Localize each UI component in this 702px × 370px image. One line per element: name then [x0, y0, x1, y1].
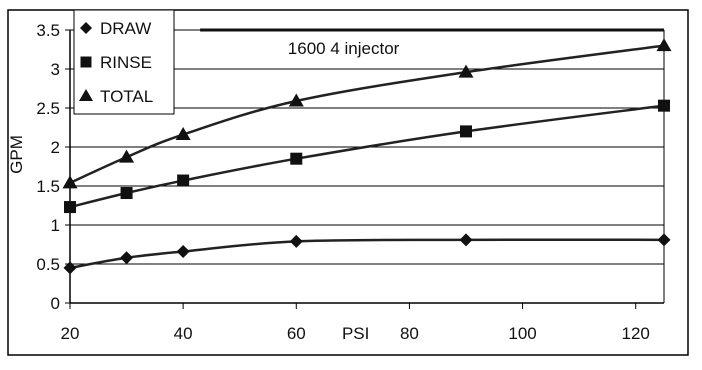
y-tick-label: 0 [51, 294, 60, 313]
legend-label-rinse: RINSE [100, 53, 152, 72]
data-point-total [119, 149, 135, 163]
data-point-rinse [658, 99, 670, 112]
data-point-total [656, 38, 672, 52]
legend-items: DRAW RINSE TOTAL [79, 19, 153, 106]
x-tick-label: 60 [287, 324, 306, 343]
data-point-draw [289, 234, 303, 248]
legend: DRAW RINSE TOTAL [73, 9, 175, 115]
data-point-draw [657, 233, 671, 247]
y-tick-label: 2.5 [36, 99, 60, 118]
data-point-draw [176, 245, 190, 259]
x-tick-label: 20 [61, 324, 80, 343]
data-point-draw [120, 251, 134, 265]
legend-label-total: TOTAL [100, 87, 153, 106]
data-point-rinse [64, 201, 76, 214]
data-point-total [288, 93, 304, 107]
series-group [62, 38, 672, 275]
tick-labels: 0 0.5 1 1.5 2 2.5 3 3.5 20 40 60 80 100 120 [36, 21, 650, 343]
y-axis-title: GPM [7, 135, 26, 174]
y-tick-label: 1 [51, 216, 60, 235]
chart-frame [7, 9, 689, 356]
x-tick-label: 120 [622, 324, 650, 343]
y-tick-label: 2 [51, 138, 60, 157]
data-point-total [62, 175, 78, 189]
data-point-rinse [177, 174, 190, 187]
legend-label-draw: DRAW [100, 19, 151, 38]
axes [7, 9, 689, 356]
y-tick-label: 3.5 [36, 21, 60, 40]
series-rinse [64, 99, 670, 214]
y-tick-label: 3 [51, 60, 60, 79]
data-point-rinse [290, 152, 303, 165]
legend-marker-draw [80, 22, 92, 34]
y-tick-label: 0.5 [36, 255, 60, 274]
data-point-rinse [120, 187, 133, 200]
series-total [62, 38, 672, 189]
data-point-draw [459, 233, 473, 247]
x-tick-label: 100 [508, 324, 536, 343]
legend-marker-rinse [80, 56, 92, 68]
data-point-total [458, 64, 474, 78]
y-tick-label: 1.5 [36, 177, 60, 196]
data-point-total [175, 127, 191, 141]
x-tick-label: 40 [174, 324, 193, 343]
data-point-rinse [460, 125, 472, 138]
series-draw [63, 233, 671, 275]
annotation-label: 1600 4 injector [288, 39, 400, 58]
x-tick-label: 80 [400, 324, 419, 343]
x-axis-title: PSI [342, 324, 369, 343]
legend-marker-total [79, 89, 93, 101]
data-point-draw [63, 261, 77, 275]
